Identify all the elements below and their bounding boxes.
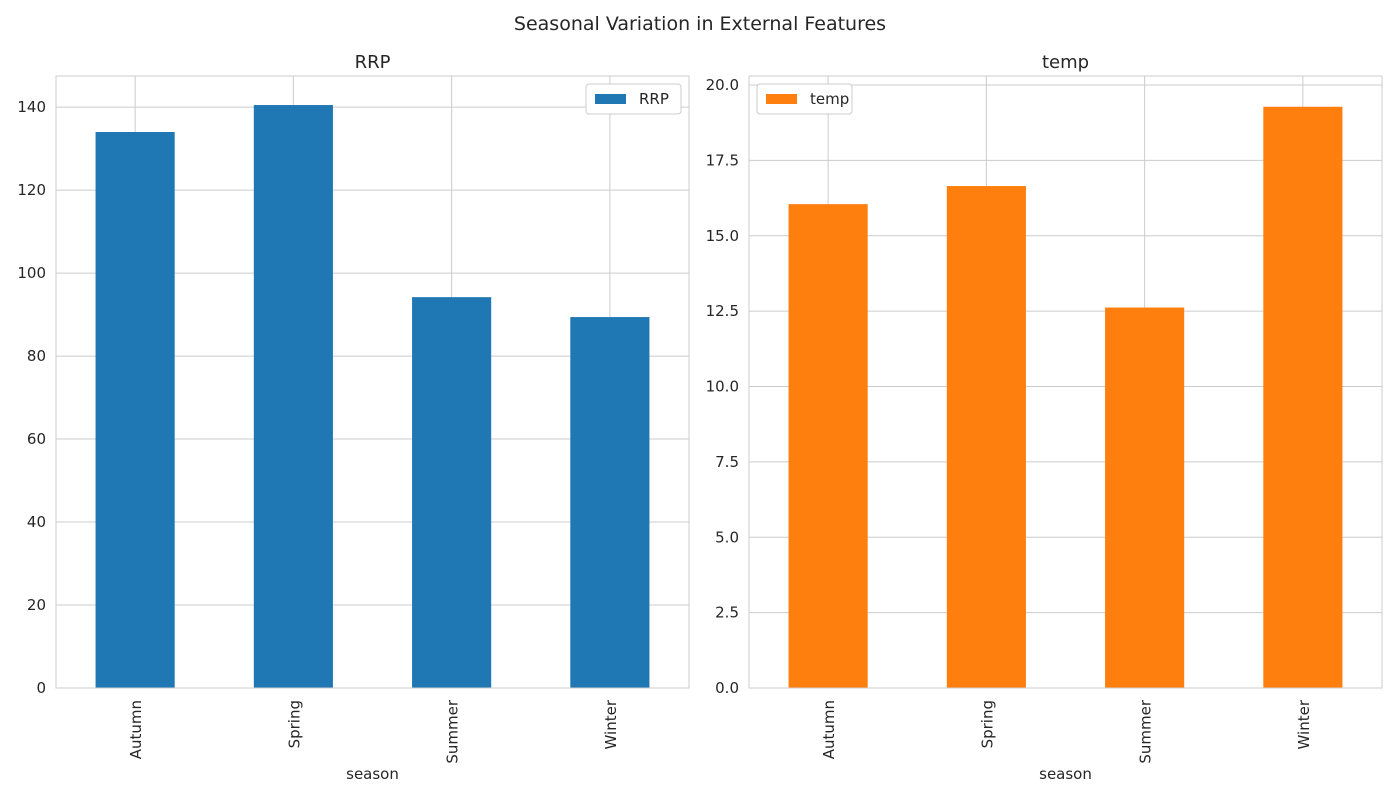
chart-panel-1: 0.0 2.5 5.0 7.5 10.0 12.5 15.0 17.5 20.0 Autumn Sp…: [706, 52, 1383, 783]
panel-title: temp: [1042, 52, 1089, 73]
y-tick-label: 10.0: [706, 378, 739, 396]
x-tick-label: Autumn: [127, 700, 145, 759]
panel-title: RRP: [355, 52, 391, 73]
x-tick-label: Winter: [602, 699, 620, 749]
bar-summer: [412, 297, 492, 688]
legend-swatch: [766, 94, 797, 104]
bar-winter: [570, 317, 650, 688]
y-tick-label: 40: [27, 513, 46, 531]
y-tick-label: 5.0: [715, 528, 739, 546]
y-tick-label: 80: [27, 347, 46, 365]
y-tick-label: 140: [17, 98, 46, 116]
bar-spring: [253, 105, 333, 688]
y-tick-label: 100: [17, 264, 46, 282]
y-tick-label: 15.0: [706, 227, 739, 245]
bar-autumn: [95, 132, 175, 689]
y-tick-label: 120: [17, 181, 46, 199]
x-axis-label: season: [1039, 765, 1092, 783]
x-tick-label: Autumn: [820, 700, 838, 759]
legend-box: [756, 83, 853, 115]
x-axis-label: season: [346, 765, 399, 783]
legend-label: RRP: [639, 90, 669, 108]
legend-label: temp: [810, 90, 849, 108]
y-tick-label: 0: [36, 679, 46, 697]
figure-suptitle: Seasonal Variation in External Features: [514, 13, 886, 35]
bar-summer: [1105, 307, 1185, 688]
y-tick-label: 20.0: [706, 76, 739, 94]
x-tick-label: Spring: [285, 700, 303, 748]
y-tick-label: 7.5: [715, 453, 739, 471]
legend: RRP: [585, 83, 682, 115]
axes-frame: [55, 75, 690, 689]
legend-box: [585, 83, 682, 115]
chart-panel-0: 0 20 40 60 80 100 120 140 Autumn Spring Summer Wint…: [17, 52, 690, 783]
legend-swatch: [595, 94, 626, 104]
legend: temp: [756, 83, 853, 115]
y-tick-label: 20: [27, 596, 46, 614]
x-tick-label: Spring: [978, 700, 996, 748]
x-tick-label: Summer: [444, 699, 462, 763]
axes-frame: [748, 75, 1383, 689]
x-tick-label: Summer: [1137, 699, 1155, 763]
y-tick-label: 17.5: [706, 151, 739, 169]
x-tick-label: Winter: [1295, 699, 1313, 749]
y-tick-label: 2.5: [715, 604, 739, 622]
y-tick-label: 12.5: [706, 302, 739, 320]
bar-autumn: [788, 204, 868, 688]
y-tick-label: 0.0: [715, 679, 739, 697]
y-tick-label: 60: [27, 430, 46, 448]
bar-winter: [1263, 106, 1343, 689]
bar-spring: [946, 186, 1026, 688]
